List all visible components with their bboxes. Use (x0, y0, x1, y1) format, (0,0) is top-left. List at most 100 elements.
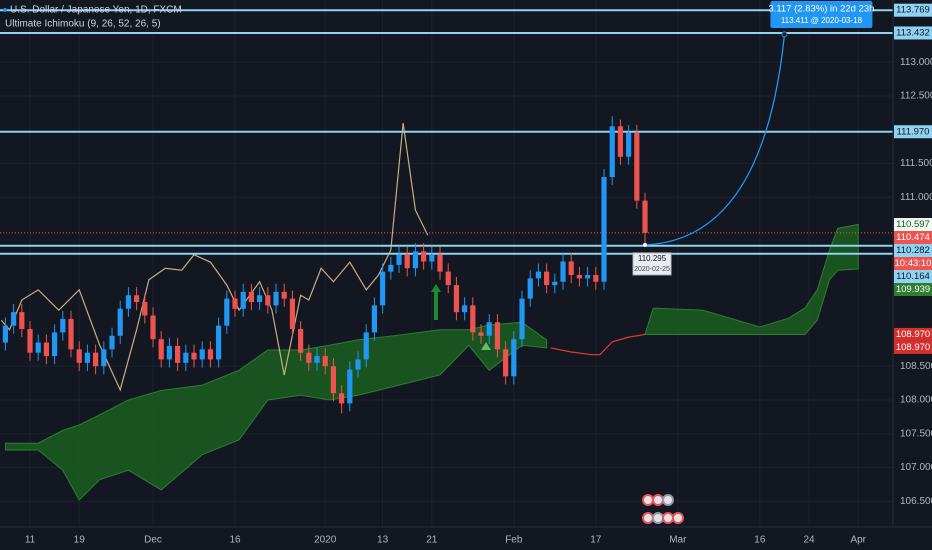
candle-body (421, 251, 427, 262)
candle-body (347, 369, 353, 404)
candle-body (240, 291, 246, 309)
candle-body (224, 298, 230, 326)
event-icons[interactable] (642, 494, 684, 524)
line-price-box-text: 113.432 (896, 27, 930, 38)
candle-body (503, 349, 509, 377)
indicator-name: Ultimate Ichimoku (9, 26, 52, 26, 5) (5, 19, 161, 30)
candle-body (486, 322, 492, 336)
y-tick-label: 113.000 (900, 57, 932, 68)
candle-body (175, 345, 181, 363)
candle-body (84, 352, 91, 363)
candle-body (371, 305, 378, 333)
x-tick-label: Mar (669, 535, 687, 546)
indicator-price-box-text: 108.970 (896, 342, 930, 353)
start-price: 110.295 (638, 254, 667, 263)
y-tick-label: 106.500 (900, 496, 932, 507)
candle-body (437, 254, 443, 272)
candle-body (552, 281, 558, 286)
candle-body (183, 352, 189, 363)
candle-body (609, 126, 615, 178)
candle-body (601, 177, 607, 282)
candle-body (412, 251, 419, 269)
line-price-box-text: 110.282 (896, 245, 930, 256)
x-tick-label: Apr (850, 535, 866, 546)
candle-body (470, 305, 476, 333)
candle-body (191, 352, 197, 360)
countdown-box (894, 257, 932, 271)
last-price-box (894, 231, 932, 245)
indicator-price-box (894, 283, 932, 297)
cloud-area (4, 321, 548, 501)
projection-curve (644, 34, 786, 246)
y-tick-label: 108.500 (900, 361, 932, 372)
candle-body (314, 356, 320, 363)
candle-body (2, 325, 9, 343)
line-price-box (894, 26, 932, 40)
x-tick-label: 16 (229, 535, 241, 546)
x-tick-label: 24 (803, 535, 815, 546)
candle-body (494, 322, 501, 350)
candle-body (27, 329, 33, 353)
candle-body (355, 359, 361, 370)
candle-body (626, 133, 632, 157)
projection-end-label: 113.411 @ 2020-03-18 (781, 16, 863, 25)
candle-body (576, 274, 583, 279)
candle-body (43, 342, 50, 357)
axis-layer: 106.500 107.000 107.500 108.000 108.500 111.0… (25, 3, 932, 546)
candle-body (281, 291, 287, 299)
line-price-box-text: 113.769 (896, 5, 930, 16)
candle-body (216, 325, 222, 360)
x-tick-label: 2020 (314, 535, 337, 546)
candle-body (232, 298, 238, 309)
chart-title: U.S. Dollar / Japanese Yen, 1D, FXCM (10, 5, 182, 16)
candle-body (544, 271, 550, 286)
x-tick-label: 16 (754, 535, 766, 546)
event-icon[interactable] (672, 512, 684, 524)
line-price-box (894, 244, 932, 258)
candle-body (117, 308, 123, 336)
candle-body (519, 298, 525, 340)
candle-body (339, 393, 345, 404)
projection-label-box (770, 1, 873, 28)
y-tick-label: 111.000 (900, 192, 932, 203)
candle-body (585, 274, 591, 279)
y-tick-label: 108.000 (900, 395, 932, 406)
candle-body (330, 366, 337, 394)
event-icon[interactable] (662, 512, 674, 524)
signal-triangle (481, 342, 491, 350)
line-price-box-text: 111.970 (897, 126, 930, 137)
y-tick-label: 111.500 (900, 158, 932, 169)
candle-body (396, 254, 402, 265)
candle-body (76, 349, 82, 363)
event-icon[interactable] (642, 512, 654, 524)
lagging-line (0, 122, 429, 392)
event-icon[interactable] (662, 494, 674, 506)
candle-body (248, 291, 255, 303)
x-tick-label: 17 (590, 535, 602, 546)
candle-body (158, 339, 164, 360)
candle-body (380, 271, 386, 306)
projection-change: 3.117 (2.83%) in 22d 23h (768, 4, 874, 15)
event-icon[interactable] (652, 494, 664, 506)
candle-body (52, 332, 58, 357)
indicator-price-box (894, 327, 932, 341)
y-tick-label: 107.500 (900, 428, 932, 439)
candle-body (109, 335, 115, 350)
event-icon[interactable] (652, 512, 664, 524)
event-icon[interactable] (642, 494, 654, 506)
candle-body (60, 318, 66, 333)
candle-body (125, 295, 132, 309)
candle-body (429, 254, 435, 262)
projection-start (643, 242, 648, 247)
indicator-price-box (894, 218, 932, 232)
start-date: 2020-02-25 (634, 266, 670, 273)
candle-body (535, 271, 542, 279)
line-price-box (894, 270, 932, 284)
candle-body (462, 305, 468, 313)
candle-body (322, 356, 328, 367)
candle-body (150, 315, 156, 340)
candle-body (617, 126, 624, 157)
candle-body (207, 349, 214, 360)
cloud-layer (4, 223, 859, 501)
